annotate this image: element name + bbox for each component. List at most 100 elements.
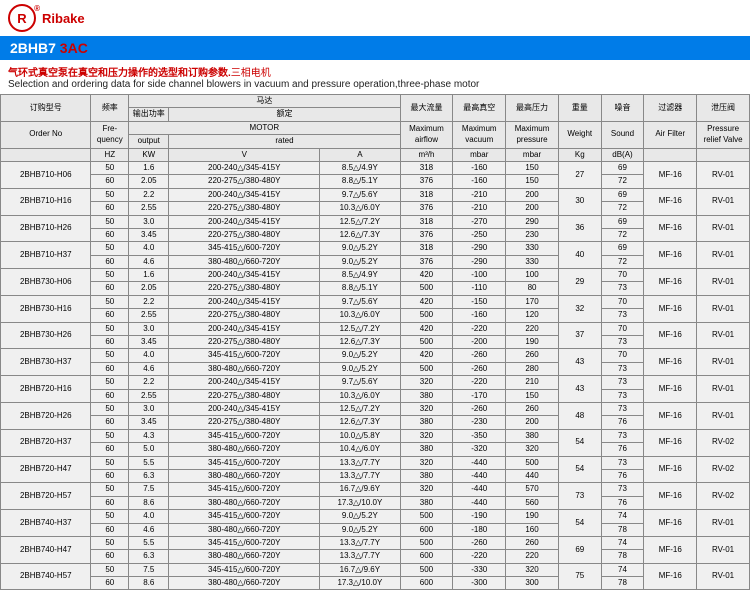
cell-vac: -210 [453, 202, 506, 215]
th-out-en: output [129, 135, 169, 148]
th-motor-cn: 马达 [129, 95, 400, 108]
cell-volt: 345-415△/600-720Y [169, 429, 320, 442]
cell-weight: 30 [558, 188, 601, 215]
cell-pre: 120 [506, 309, 559, 322]
cell-vac: -440 [453, 496, 506, 509]
cell-vac: -330 [453, 563, 506, 576]
cell-airflow: 420 [400, 295, 453, 308]
cell-pre: 330 [506, 242, 559, 255]
cell-freq: 60 [91, 282, 129, 295]
table-row: 2BHB710-H26503.0200-240△/345-415Y12.5△/7… [1, 215, 750, 228]
desc-cn2: 三相电机 [231, 68, 271, 79]
table-row: 2BHB730-H16502.2200-240△/345-415Y9.7△/5.… [1, 295, 750, 308]
cell-cur: 12.5△/7.2Y [320, 322, 400, 335]
cell-weight: 43 [558, 349, 601, 376]
cell-kw: 4.0 [129, 349, 169, 362]
cell-sound: 70 [601, 349, 644, 362]
cell-pre: 380 [506, 429, 559, 442]
cell-pre: 190 [506, 510, 559, 523]
cell-filter: MF-16 [644, 456, 697, 483]
cell-order: 2BHB730-H26 [1, 322, 91, 349]
cell-airflow: 376 [400, 228, 453, 241]
th-air-en: Maximum airflow [400, 121, 453, 148]
table-row: 604.6380-480△/660-720Y9.0△/5.2Y500-26028… [1, 362, 750, 375]
cell-vac: -210 [453, 188, 506, 201]
cell-weight: 69 [558, 536, 601, 563]
th-volt-u: V [169, 148, 320, 161]
cell-vac: -150 [453, 295, 506, 308]
cell-volt: 200-240△/345-415Y [169, 215, 320, 228]
cell-kw: 2.55 [129, 389, 169, 402]
th-snd-u: dB(A) [601, 148, 644, 161]
cell-filter: MF-16 [644, 510, 697, 537]
cell-prv: RV-01 [697, 215, 750, 242]
table-row: 2BHB720-H47505.5345-415△/600-720Y13.3△/7… [1, 456, 750, 469]
cell-cur: 16.7△/9.6Y [320, 483, 400, 496]
cell-filter: MF-16 [644, 215, 697, 242]
cell-pre: 320 [506, 443, 559, 456]
th-flt-cn: 过滤器 [644, 95, 697, 122]
cell-airflow: 600 [400, 523, 453, 536]
cell-weight: 54 [558, 456, 601, 483]
cell-kw: 1.6 [129, 269, 169, 282]
cell-pre: 440 [506, 469, 559, 482]
cell-weight: 54 [558, 429, 601, 456]
description: 气环式真空泵在真空和压力操作的选型和订购参数.三相电机 Selection an… [0, 60, 750, 94]
cell-airflow: 420 [400, 322, 453, 335]
cell-vac: -110 [453, 282, 506, 295]
cell-airflow: 320 [400, 429, 453, 442]
cell-freq: 60 [91, 577, 129, 590]
th-flt-en: Air Filter [644, 121, 697, 148]
cell-cur: 10.3△/6.0Y [320, 202, 400, 215]
cell-order: 2BHB740-H57 [1, 563, 91, 590]
table-row: 2BHB740-H37504.0345-415△/600-720Y9.0△/5.… [1, 510, 750, 523]
cell-freq: 50 [91, 376, 129, 389]
cell-sound: 72 [601, 202, 644, 215]
cell-kw: 3.0 [129, 322, 169, 335]
cell-pre: 290 [506, 215, 559, 228]
table-row: 2BHB710-H16502.2200-240△/345-415Y9.7△/5.… [1, 188, 750, 201]
th-cur-u: A [320, 148, 400, 161]
table-row: 603.45220-275△/380-480Y12.6△/7.3Y500-200… [1, 336, 750, 349]
th-rated-cn: 额定 [169, 108, 400, 121]
cell-prv: RV-01 [697, 376, 750, 403]
cell-sound: 69 [601, 188, 644, 201]
cell-vac: -170 [453, 389, 506, 402]
cell-weight: 43 [558, 376, 601, 403]
cell-cur: 9.0△/5.2Y [320, 523, 400, 536]
cell-freq: 60 [91, 202, 129, 215]
cell-kw: 2.55 [129, 202, 169, 215]
cell-cur: 9.0△/5.2Y [320, 362, 400, 375]
cell-airflow: 318 [400, 215, 453, 228]
cell-airflow: 318 [400, 188, 453, 201]
table-row: 2BHB720-H57507.5345-415△/600-720Y16.7△/9… [1, 483, 750, 496]
cell-volt: 200-240△/345-415Y [169, 322, 320, 335]
cell-airflow: 376 [400, 202, 453, 215]
cell-kw: 6.3 [129, 469, 169, 482]
cell-pre: 200 [506, 188, 559, 201]
cell-prv: RV-02 [697, 429, 750, 456]
cell-airflow: 500 [400, 362, 453, 375]
cell-weight: 37 [558, 322, 601, 349]
cell-order: 2BHB730-H37 [1, 349, 91, 376]
cell-freq: 50 [91, 402, 129, 415]
cell-cur: 13.3△/7.7Y [320, 536, 400, 549]
th-freq-en: Fre- quency [91, 121, 129, 148]
cell-kw: 4.0 [129, 242, 169, 255]
cell-airflow: 380 [400, 416, 453, 429]
cell-volt: 220-275△/380-480Y [169, 336, 320, 349]
cell-airflow: 380 [400, 496, 453, 509]
cell-vac: -200 [453, 336, 506, 349]
th-prv-cn: 泄压阀 [697, 95, 750, 122]
cell-airflow: 376 [400, 175, 453, 188]
cell-kw: 5.5 [129, 536, 169, 549]
cell-pre: 150 [506, 389, 559, 402]
cell-vac: -180 [453, 523, 506, 536]
cell-prv: RV-01 [697, 536, 750, 563]
cell-vac: -190 [453, 510, 506, 523]
cell-sound: 72 [601, 175, 644, 188]
cell-kw: 2.55 [129, 309, 169, 322]
cell-pre: 150 [506, 161, 559, 174]
cell-airflow: 320 [400, 456, 453, 469]
cell-weight: 73 [558, 483, 601, 510]
